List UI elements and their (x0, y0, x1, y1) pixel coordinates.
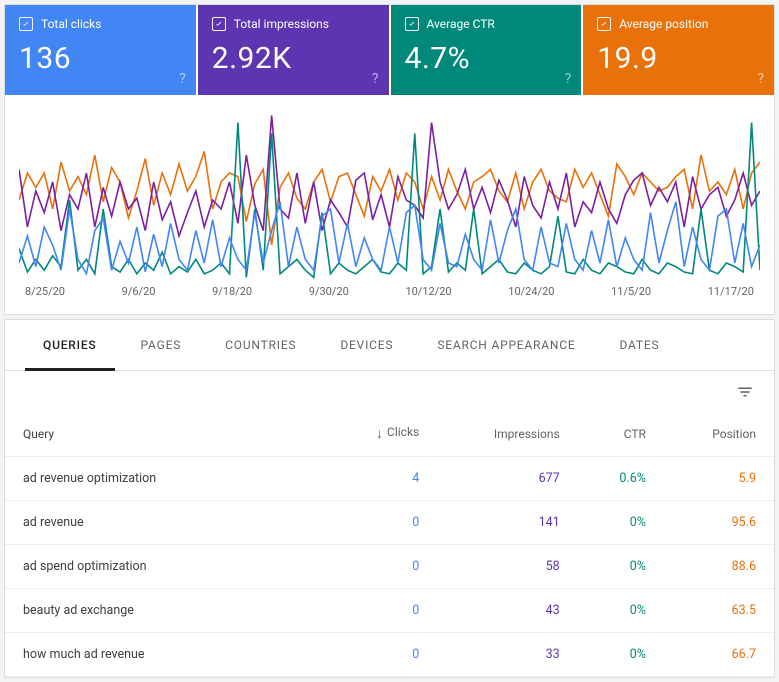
card-top: Average position (597, 17, 760, 31)
x-tick: 10/12/20 (405, 285, 451, 298)
metric-cell: 0% (578, 545, 664, 589)
metric-cell: 88.6 (664, 545, 774, 589)
metric-cards-row: Total clicks136?Total impressions2.92K?A… (5, 5, 774, 95)
help-icon[interactable]: ? (179, 71, 186, 87)
metric-cell: 0 (328, 545, 437, 589)
metric-cell: 141 (437, 501, 577, 545)
filter-icon[interactable] (736, 383, 754, 405)
col-header-label: Position (712, 427, 756, 441)
card-value: 19.9 (597, 41, 760, 76)
series-impressions (19, 115, 760, 236)
checkbox-icon[interactable] (597, 17, 611, 31)
metric-cell: 4 (328, 457, 437, 501)
metric-card-total-clicks[interactable]: Total clicks 136? (5, 5, 196, 95)
table-body: ad revenue optimization46770.6%5.9ad rev… (5, 457, 774, 677)
x-tick: 11/5/20 (611, 285, 651, 298)
metric-cell: 63.5 (664, 589, 774, 633)
x-tick: 9/30/20 (309, 285, 349, 298)
table-row[interactable]: ad revenue optimization46770.6%5.9 (5, 457, 774, 501)
metric-cell: 0.6% (578, 457, 664, 501)
query-cell: ad revenue optimization (5, 457, 328, 501)
metric-cell: 66.7 (664, 633, 774, 677)
x-tick: 11/17/20 (708, 285, 754, 298)
card-top: Total impressions (212, 17, 375, 31)
tab-countries[interactable]: COUNTRIES (207, 320, 314, 370)
x-axis-labels: 8/25/20 9/6/20 9/18/20 9/30/20 10/12/20 10/24… (19, 281, 760, 308)
metric-cell: 58 (437, 545, 577, 589)
card-label: Average position (619, 17, 708, 31)
card-top: Average CTR (405, 17, 568, 31)
x-tick: 10/24/20 (508, 285, 554, 298)
x-tick: 9/18/20 (212, 285, 252, 298)
metric-card-total-impressions[interactable]: Total impressions 2.92K? (198, 5, 389, 95)
queries-panel: QUERIESPAGESCOUNTRIESDEVICESSEARCH APPEA… (4, 319, 775, 678)
tab-bar: QUERIESPAGESCOUNTRIESDEVICESSEARCH APPEA… (5, 320, 774, 371)
metric-cell: 43 (437, 589, 577, 633)
line-chart (19, 101, 760, 281)
table-row[interactable]: beauty ad exchange0430%63.5 (5, 589, 774, 633)
help-icon[interactable]: ? (757, 71, 764, 87)
filter-row (5, 371, 774, 411)
col-header-label: Query (23, 427, 54, 441)
metric-cell: 95.6 (664, 501, 774, 545)
sort-arrow-icon: ↓ (376, 426, 383, 442)
metric-cell: 0% (578, 589, 664, 633)
table-row[interactable]: ad revenue01410%95.6 (5, 501, 774, 545)
x-tick: 9/6/20 (122, 285, 156, 298)
col-header-clicks[interactable]: ↓ Clicks (328, 411, 437, 457)
query-cell: beauty ad exchange (5, 589, 328, 633)
tab-queries[interactable]: QUERIES (25, 320, 115, 371)
metric-cell: 0 (328, 501, 437, 545)
table-header-row: Query ↓ Clicks Impressions CTR Position (5, 411, 774, 457)
col-header-label: CTR (624, 427, 646, 441)
card-label: Total impressions (234, 17, 329, 31)
checkbox-icon[interactable] (212, 17, 226, 31)
col-header-position[interactable]: Position (664, 411, 774, 457)
tab-dates[interactable]: DATES (601, 320, 677, 370)
metric-cell: 0% (578, 501, 664, 545)
metric-cell: 0 (328, 633, 437, 677)
tab-devices[interactable]: DEVICES (322, 320, 411, 370)
col-header-query[interactable]: Query (5, 411, 328, 457)
metric-cell: 33 (437, 633, 577, 677)
col-header-label: Clicks (387, 425, 419, 439)
table-row[interactable]: how much ad revenue0330%66.7 (5, 633, 774, 677)
help-icon[interactable]: ? (565, 71, 572, 87)
card-label: Average CTR (427, 17, 495, 31)
card-value: 4.7% (405, 41, 568, 76)
checkbox-icon[interactable] (405, 17, 419, 31)
help-icon[interactable]: ? (372, 71, 379, 87)
query-cell: ad spend optimization (5, 545, 328, 589)
col-header-ctr[interactable]: CTR (578, 411, 664, 457)
queries-table: Query ↓ Clicks Impressions CTR Position ad re… (5, 411, 774, 677)
metric-card-average-position[interactable]: Average position 19.9? (583, 5, 774, 95)
query-cell: ad revenue (5, 501, 328, 545)
card-label: Total clicks (41, 17, 101, 31)
metric-cell: 5.9 (664, 457, 774, 501)
tab-search-appearance[interactable]: SEARCH APPEARANCE (419, 320, 593, 370)
metric-card-average-ctr[interactable]: Average CTR 4.7%? (391, 5, 582, 95)
col-header-impressions[interactable]: Impressions (437, 411, 577, 457)
chart-area: 8/25/20 9/6/20 9/18/20 9/30/20 10/12/20 10/24… (5, 95, 774, 314)
checkbox-icon[interactable] (19, 17, 33, 31)
metric-cell: 0% (578, 633, 664, 677)
card-value: 2.92K (212, 41, 375, 76)
metric-cell: 677 (437, 457, 577, 501)
card-value: 136 (19, 41, 182, 76)
table-row[interactable]: ad spend optimization0580%88.6 (5, 545, 774, 589)
performance-panel: Total clicks136?Total impressions2.92K?A… (4, 4, 775, 315)
card-top: Total clicks (19, 17, 182, 31)
metric-cell: 0 (328, 589, 437, 633)
x-tick: 8/25/20 (25, 285, 65, 298)
col-header-label: Impressions (494, 427, 560, 441)
query-cell: how much ad revenue (5, 633, 328, 677)
tab-pages[interactable]: PAGES (123, 320, 200, 370)
